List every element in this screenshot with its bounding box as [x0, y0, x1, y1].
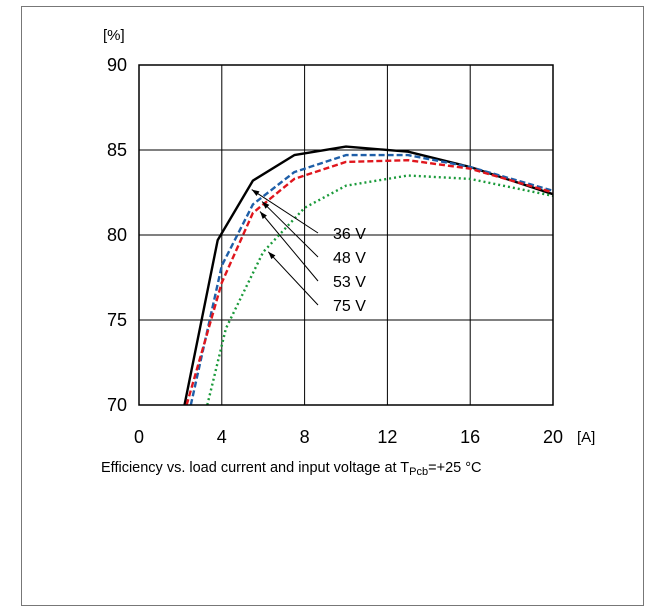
x-tick-label: 4 [217, 427, 227, 447]
efficiency-chart: 0 4 8 12 16 20 70 75 80 85 90 36 V 48 V 53 V 75 V [%]… [101, 27, 595, 478]
leader-arrowhead [262, 201, 270, 209]
x-tick-label: 16 [460, 427, 480, 447]
y-tick-label: 75 [107, 310, 127, 330]
series-layer [183, 145, 554, 406]
caption-prefix: Efficiency vs. load current and input vo… [101, 460, 409, 476]
series-label: 48 V [333, 250, 366, 267]
y-tick-label: 90 [107, 55, 127, 75]
leader-line [251, 189, 319, 234]
series-line-48v [189, 153, 554, 406]
leader-arrowhead [251, 189, 260, 197]
tick-labels: 0 4 8 12 16 20 70 75 80 85 90 [107, 55, 563, 447]
series-line-53v [185, 158, 554, 406]
y-tick-label: 80 [107, 225, 127, 245]
series-label: 53 V [333, 274, 366, 291]
x-tick-label: 0 [134, 427, 144, 447]
plot-border [138, 64, 554, 406]
series-label: 75 V [333, 298, 366, 315]
figure-frame [21, 6, 644, 606]
y-tick-label: 85 [107, 140, 127, 160]
leader-arrowhead [268, 251, 276, 260]
leader-line [261, 201, 319, 258]
series-labels: 36 V 48 V 53 V 75 V [333, 226, 366, 315]
leader-arrowhead [259, 211, 267, 220]
leader-line [259, 211, 319, 282]
y-tick-label: 70 [107, 395, 127, 415]
x-tick-label: 8 [300, 427, 310, 447]
leader-line [267, 251, 319, 306]
caption-suffix: =+25 °C [428, 460, 481, 476]
x-axis-unit: [A] [577, 429, 595, 446]
y-axis-unit: [%] [103, 27, 125, 44]
grid [139, 65, 553, 405]
leader-lines [251, 189, 319, 306]
series-label: 36 V [333, 226, 366, 243]
series-line-36v [183, 145, 554, 406]
x-tick-label: 20 [543, 427, 563, 447]
x-tick-label: 12 [377, 427, 397, 447]
series-line-75v [206, 174, 554, 406]
chart-caption: Efficiency vs. load current and input vo… [101, 460, 482, 478]
caption-subscript: Pcb [409, 466, 428, 478]
